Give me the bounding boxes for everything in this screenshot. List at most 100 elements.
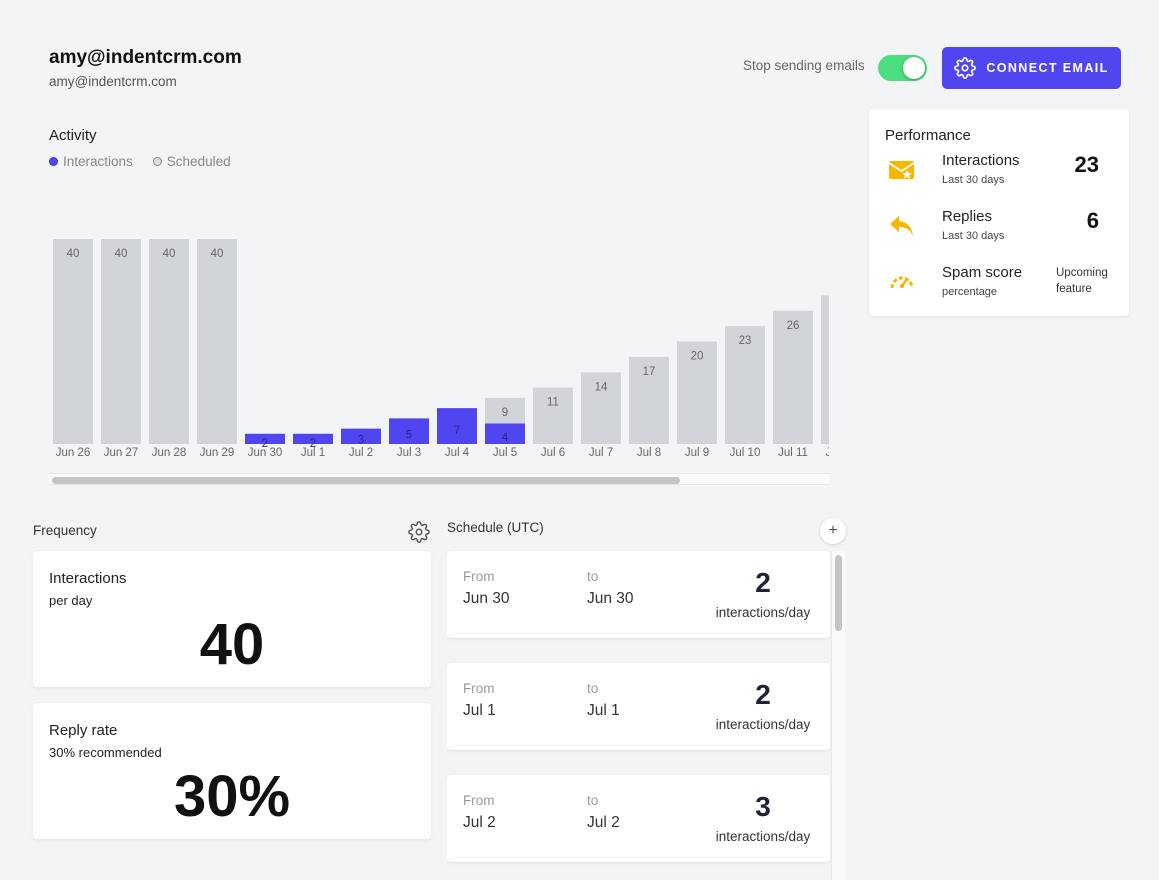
performance-label: Interactions xyxy=(942,152,1020,169)
x-tick-label: Jul 7 xyxy=(589,447,613,459)
x-tick-label: Jul 10 xyxy=(730,447,761,459)
performance-card: Performance Interactions Last 30 days 23… xyxy=(869,109,1129,316)
x-tick-label: Jun 26 xyxy=(56,447,91,459)
speedometer-icon xyxy=(890,276,914,289)
account-email: amy@indentcrm.com xyxy=(49,74,177,89)
bar-label-scheduled: 23 xyxy=(739,335,752,347)
x-tick-label: Jul 1 xyxy=(301,447,325,459)
schedule-item[interactable]: From Jul 2 to Jul 2 3 interactions/day xyxy=(447,775,830,862)
performance-label: Replies xyxy=(942,208,993,225)
bar-scheduled[interactable] xyxy=(677,341,717,445)
bar-label-scheduled: 9 xyxy=(502,407,508,419)
bar-interactions[interactable] xyxy=(437,408,477,444)
stat-label: Interactions xyxy=(49,570,127,587)
chart-legend: Interactions Scheduled xyxy=(49,154,231,169)
chart-scrollbar-thumb[interactable] xyxy=(52,477,680,484)
from-date: Jun 30 xyxy=(463,590,510,607)
performance-sub: percentage xyxy=(942,286,998,298)
bar-scheduled[interactable] xyxy=(149,239,189,444)
bar-scheduled[interactable] xyxy=(197,239,237,444)
performance-title: Performance xyxy=(885,127,971,144)
x-tick-label: Jul 6 xyxy=(541,447,565,459)
activity-title: Activity xyxy=(49,127,97,144)
upcoming-feature-note: Upcoming feature xyxy=(1056,267,1108,295)
interactions-count: 2 xyxy=(755,679,771,710)
stat-sub: per day xyxy=(49,593,93,608)
from-label: From xyxy=(463,681,495,696)
legend-label-scheduled: Scheduled xyxy=(166,154,231,169)
stop-sending-toggle[interactable] xyxy=(878,55,927,81)
legend-scheduled[interactable]: Scheduled xyxy=(152,154,231,169)
schedule-scrollbar[interactable] xyxy=(831,551,845,880)
to-date: Jun 30 xyxy=(587,590,634,607)
chart-scrollbar[interactable] xyxy=(49,473,829,485)
reply-rate-card[interactable]: Reply rate 30% recommended 30% xyxy=(33,703,431,839)
schedule-item[interactable]: From Jun 30 to Jun 30 2 interactions/day xyxy=(447,551,830,638)
interactions-per-day-card[interactable]: Interactions per day 40 xyxy=(33,551,431,687)
bar-scheduled[interactable] xyxy=(773,310,813,444)
bar-label-interactions: 3 xyxy=(358,435,364,447)
bar-interactions[interactable] xyxy=(485,423,525,445)
legend-interactions[interactable]: Interactions xyxy=(49,154,133,169)
schedule-item[interactable]: From Jul 1 to Jul 1 2 interactions/day xyxy=(447,663,830,750)
bar-label-interactions: 2 xyxy=(310,438,316,450)
frequency-title: Frequency xyxy=(33,523,97,538)
to-label: to xyxy=(587,793,599,808)
bar-label-scheduled: 11 xyxy=(547,397,559,409)
bar-interactions[interactable] xyxy=(245,433,285,444)
connect-email-label: CONNECT EMAIL xyxy=(986,61,1109,75)
stat-label: Reply rate xyxy=(49,722,118,739)
x-tick-label: Jul 11 xyxy=(778,447,808,459)
schedule-scrollbar-thumb[interactable] xyxy=(835,555,842,631)
interactions-count: 2 xyxy=(755,567,771,598)
performance-row-spam-score: Spam score percentage Upcoming feature xyxy=(869,264,1129,314)
bar-label-scheduled: 17 xyxy=(643,366,656,378)
stop-sending-label: Stop sending emails xyxy=(743,58,865,73)
bar-scheduled[interactable] xyxy=(629,356,669,444)
x-tick-label: Jul 9 xyxy=(685,447,709,459)
x-tick-label: Jul 2 xyxy=(349,447,373,459)
bar-label-scheduled: 40 xyxy=(115,248,128,260)
bar-interactions[interactable] xyxy=(389,418,429,444)
toggle-knob xyxy=(903,57,925,79)
bar-interactions[interactable] xyxy=(293,433,333,444)
bar-scheduled[interactable] xyxy=(821,295,829,444)
bar-interactions[interactable] xyxy=(341,428,381,444)
x-tick-label: Jul 3 xyxy=(397,447,421,459)
x-tick-label: Jul 5 xyxy=(493,447,517,459)
x-tick-label: Jun 27 xyxy=(104,447,139,459)
bar-label-scheduled: 40 xyxy=(67,248,80,260)
stat-value: 30% xyxy=(173,764,291,829)
legend-dot-scheduled xyxy=(152,157,162,166)
bar-label-interactions: 5 xyxy=(406,429,412,441)
activity-chart: 40 Jun 26 40 Jun 27 40 Jun 28 40 Jun 29 2 Jun 30 2… xyxy=(49,190,829,468)
x-tick-label: Jul 8 xyxy=(637,447,661,459)
x-tick-label: Jul 12 xyxy=(826,447,829,459)
interactions-count: 3 xyxy=(755,791,771,822)
schedule-list: From Jun 30 to Jun 30 2 interactions/day… xyxy=(447,551,831,880)
bar-label-scheduled: 40 xyxy=(163,248,176,260)
bar-label-scheduled: 26 xyxy=(787,320,800,332)
to-label: to xyxy=(587,569,599,584)
bar-scheduled[interactable] xyxy=(533,387,573,444)
performance-value: 23 xyxy=(1074,152,1099,177)
bar-label-interactions: 2 xyxy=(262,438,268,450)
add-schedule-button[interactable]: + xyxy=(820,518,846,544)
bar-scheduled[interactable] xyxy=(725,326,765,444)
to-label: to xyxy=(587,681,599,696)
connect-email-button[interactable]: CONNECT EMAIL xyxy=(942,47,1121,89)
x-tick-label: Jun 29 xyxy=(200,447,235,459)
plus-icon: + xyxy=(828,522,838,539)
to-date: Jul 1 xyxy=(587,702,620,719)
bar-label-interactions: 7 xyxy=(454,425,460,437)
bar-scheduled[interactable] xyxy=(581,372,621,444)
interactions-unit: interactions/day xyxy=(715,717,811,732)
performance-row-interactions: Interactions Last 30 days 23 xyxy=(869,152,1129,202)
bar-scheduled[interactable] xyxy=(53,239,93,444)
gear-icon[interactable] xyxy=(408,521,430,543)
account-name: amy@indentcrm.com xyxy=(49,47,242,68)
from-date: Jul 1 xyxy=(463,702,496,719)
bar-scheduled[interactable] xyxy=(101,239,141,444)
from-label: From xyxy=(463,793,495,808)
